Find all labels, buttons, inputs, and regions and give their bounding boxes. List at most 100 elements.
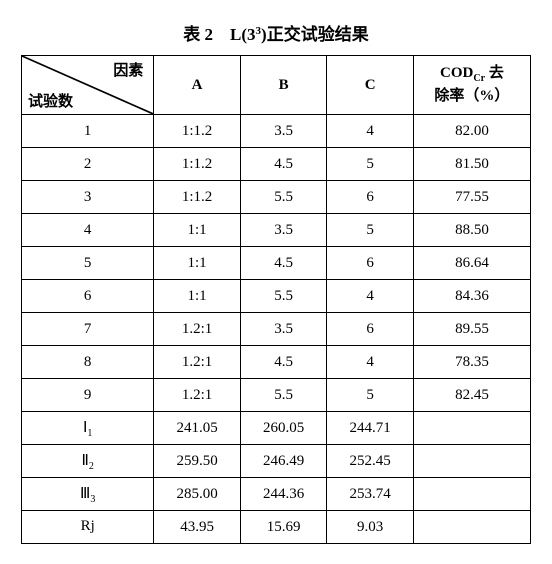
- cell-c: 5: [327, 148, 414, 181]
- header-trial-label: 试验数: [28, 90, 73, 111]
- summary-label: Ⅱ2: [22, 445, 154, 478]
- result-l1: COD: [440, 65, 473, 81]
- cell-n: 1: [22, 115, 154, 148]
- table-row: 3 1:1.2 5.5 6 77.55: [22, 181, 531, 214]
- cell-r: 77.55: [413, 181, 530, 214]
- cell-r: [413, 445, 530, 478]
- cell-b: 3.5: [240, 115, 327, 148]
- sum-main: Ⅲ: [80, 486, 90, 502]
- cell-c: 4: [327, 115, 414, 148]
- cell-b: 3.5: [240, 313, 327, 346]
- cell-n: 2: [22, 148, 154, 181]
- cell-a: 1.2:1: [154, 313, 241, 346]
- cell-b: 260.05: [240, 412, 327, 445]
- cell-r: [413, 412, 530, 445]
- cell-r: 82.00: [413, 115, 530, 148]
- cell-a: 1:1: [154, 247, 241, 280]
- cell-c: 253.74: [327, 478, 414, 511]
- cell-b: 15.69: [240, 511, 327, 544]
- cell-b: 5.5: [240, 379, 327, 412]
- title-sup: 3: [256, 25, 262, 37]
- result-sub: Cr: [473, 73, 485, 84]
- cell-a: 1:1: [154, 214, 241, 247]
- title-prefix: 表 2 L(3: [183, 25, 255, 44]
- result-l2: 除率（%）: [434, 88, 509, 104]
- cell-c: 4: [327, 346, 414, 379]
- title-suffix: )正交试验结果: [261, 25, 369, 44]
- cell-c: 6: [327, 247, 414, 280]
- summary-row: Ⅱ2 259.50 246.49 252.45: [22, 445, 531, 478]
- cell-n: 7: [22, 313, 154, 346]
- summary-row: Ⅰ1 241.05 260.05 244.71: [22, 412, 531, 445]
- cell-c: 6: [327, 181, 414, 214]
- cell-a: 1.2:1: [154, 346, 241, 379]
- table-row: 9 1.2:1 5.5 5 82.45: [22, 379, 531, 412]
- cell-n: 6: [22, 280, 154, 313]
- col-c-header: C: [327, 56, 414, 115]
- summary-row: Rj 43.95 15.69 9.03: [22, 511, 531, 544]
- cell-r: 78.35: [413, 346, 530, 379]
- cell-c: 252.45: [327, 445, 414, 478]
- cell-b: 4.5: [240, 346, 327, 379]
- cell-n: 8: [22, 346, 154, 379]
- cell-a: 43.95: [154, 511, 241, 544]
- table-row: 4 1:1 3.5 5 88.50: [22, 214, 531, 247]
- cell-r: 86.64: [413, 247, 530, 280]
- cell-b: 5.5: [240, 280, 327, 313]
- orthogonal-table: 因素 试验数 A B C CODCr 去 除率（%） 1 1:1.2 3.5 4…: [21, 55, 531, 544]
- cell-a: 1:1.2: [154, 148, 241, 181]
- header-factor-label: 因素: [113, 59, 143, 80]
- cell-r: 82.45: [413, 379, 530, 412]
- cell-b: 244.36: [240, 478, 327, 511]
- cell-n: 4: [22, 214, 154, 247]
- table-title: 表 2 L(33)正交试验结果: [21, 20, 531, 45]
- table-row: 6 1:1 5.5 4 84.36: [22, 280, 531, 313]
- table-row: 7 1.2:1 3.5 6 89.55: [22, 313, 531, 346]
- cell-b: 3.5: [240, 214, 327, 247]
- cell-c: 5: [327, 379, 414, 412]
- cell-r: 88.50: [413, 214, 530, 247]
- cell-r: 84.36: [413, 280, 530, 313]
- cell-a: 259.50: [154, 445, 241, 478]
- cell-a: 1:1.2: [154, 115, 241, 148]
- col-result-header: CODCr 去 除率（%）: [413, 56, 530, 115]
- cell-b: 4.5: [240, 247, 327, 280]
- diagonal-header: 因素 试验数: [22, 56, 154, 115]
- sum-sub: 3: [90, 494, 95, 505]
- table-row: 2 1:1.2 4.5 5 81.50: [22, 148, 531, 181]
- col-b-header: B: [240, 56, 327, 115]
- sum-sub: 2: [89, 461, 94, 472]
- sum-main: Ⅱ: [81, 453, 88, 469]
- cell-r: [413, 511, 530, 544]
- cell-a: 1.2:1: [154, 379, 241, 412]
- cell-c: 9.03: [327, 511, 414, 544]
- table-row: 8 1.2:1 4.5 4 78.35: [22, 346, 531, 379]
- cell-c: 244.71: [327, 412, 414, 445]
- cell-c: 4: [327, 280, 414, 313]
- sum-sub: 1: [87, 428, 92, 439]
- summary-label: Ⅲ3: [22, 478, 154, 511]
- cell-a: 285.00: [154, 478, 241, 511]
- cell-b: 5.5: [240, 181, 327, 214]
- cell-b: 4.5: [240, 148, 327, 181]
- summary-label: Rj: [22, 511, 154, 544]
- cell-c: 6: [327, 313, 414, 346]
- table-container: 表 2 L(33)正交试验结果 因素 试验数 A B C CODCr 去 除: [21, 20, 531, 544]
- cell-b: 246.49: [240, 445, 327, 478]
- cell-n: 5: [22, 247, 154, 280]
- cell-r: 89.55: [413, 313, 530, 346]
- header-row: 因素 试验数 A B C CODCr 去 除率（%）: [22, 56, 531, 115]
- cell-n: 9: [22, 379, 154, 412]
- cell-a: 1:1: [154, 280, 241, 313]
- cell-a: 1:1.2: [154, 181, 241, 214]
- cell-n: 3: [22, 181, 154, 214]
- sum-main: Rj: [81, 518, 95, 534]
- col-a-header: A: [154, 56, 241, 115]
- summary-label: Ⅰ1: [22, 412, 154, 445]
- summary-row: Ⅲ3 285.00 244.36 253.74: [22, 478, 531, 511]
- cell-r: 81.50: [413, 148, 530, 181]
- table-row: 1 1:1.2 3.5 4 82.00: [22, 115, 531, 148]
- cell-a: 241.05: [154, 412, 241, 445]
- cell-c: 5: [327, 214, 414, 247]
- result-after: 去: [485, 65, 504, 81]
